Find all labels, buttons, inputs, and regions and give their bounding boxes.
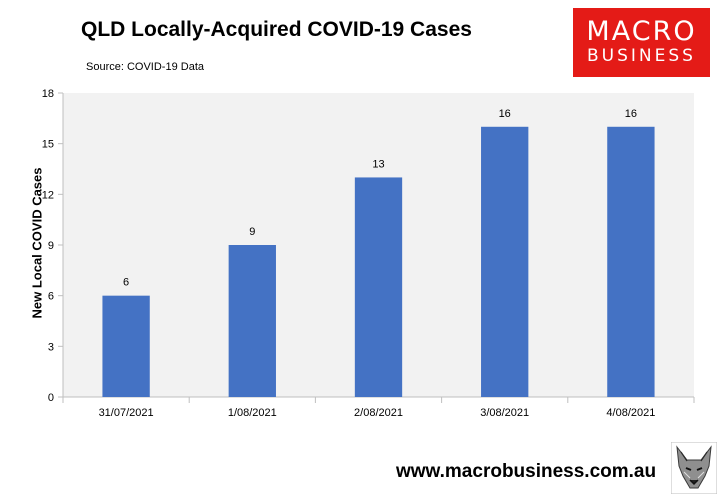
fox-icon bbox=[671, 442, 717, 494]
bar bbox=[102, 295, 150, 397]
data-label: 9 bbox=[249, 226, 255, 238]
bar bbox=[481, 126, 529, 398]
bar bbox=[228, 245, 276, 397]
data-label: 6 bbox=[123, 277, 129, 289]
chart-subtitle: Source: COVID-19 Data bbox=[86, 61, 204, 73]
data-label: 16 bbox=[499, 108, 511, 120]
data-label: 13 bbox=[372, 158, 384, 170]
y-tick-label: 3 bbox=[48, 341, 54, 353]
y-tick-label: 6 bbox=[48, 291, 54, 303]
data-label: 16 bbox=[625, 108, 637, 120]
x-tick-label: 1/08/2021 bbox=[228, 407, 277, 419]
x-tick-label: 31/07/2021 bbox=[99, 407, 154, 419]
logo-line-1: MACRO bbox=[586, 16, 697, 47]
bar bbox=[607, 126, 655, 398]
y-tick-label: 0 bbox=[48, 392, 54, 404]
footer-url: www.macrobusiness.com.au bbox=[396, 461, 657, 482]
y-tick-label: 18 bbox=[42, 88, 54, 100]
logo-line-2: BUSINESS bbox=[587, 46, 696, 66]
chart-title: QLD Locally-Acquired COVID-19 Cases bbox=[81, 18, 472, 41]
x-tick-label: 3/08/2021 bbox=[480, 407, 529, 419]
y-tick-label: 15 bbox=[42, 139, 54, 151]
y-tick-label: 12 bbox=[42, 189, 54, 201]
x-tick-label: 2/08/2021 bbox=[354, 407, 403, 419]
y-tick-label: 9 bbox=[48, 240, 54, 252]
macro-business-logo: MACRO BUSINESS bbox=[573, 8, 710, 77]
bar bbox=[354, 177, 403, 397]
x-tick-label: 4/08/2021 bbox=[606, 407, 655, 419]
